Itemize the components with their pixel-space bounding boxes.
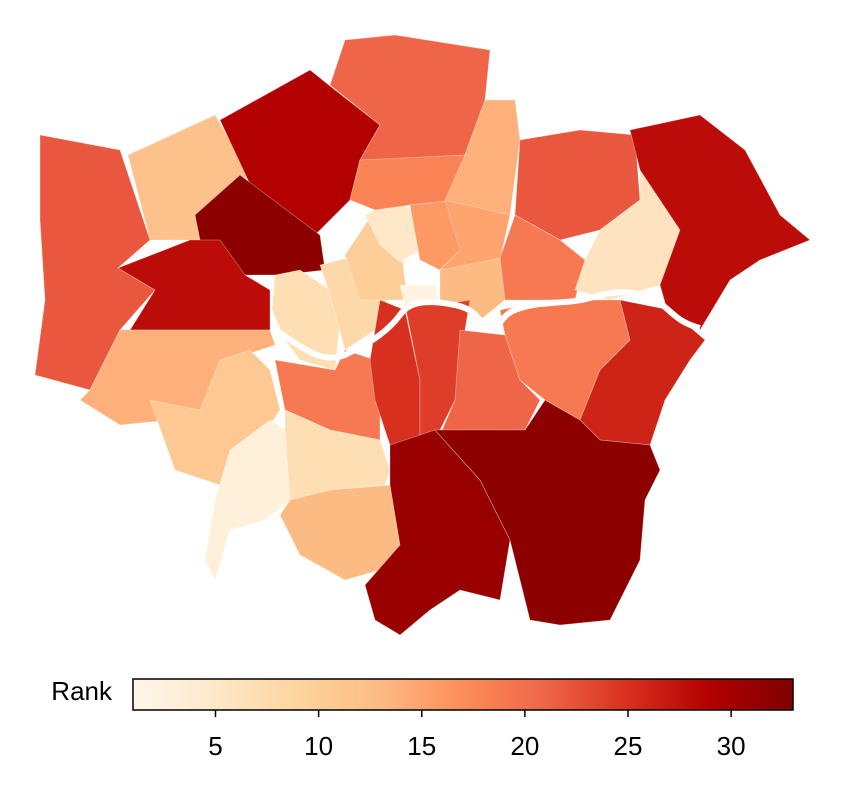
colorbar-tick-label: 15 bbox=[407, 731, 436, 761]
colorbar-tick-label: 5 bbox=[208, 731, 222, 761]
regions bbox=[34, 34, 811, 636]
colorbar-tick-label: 20 bbox=[510, 731, 539, 761]
colorbar-tick-label: 10 bbox=[304, 731, 333, 761]
region bbox=[629, 114, 811, 331]
colorbar: 5 10 15 20 25 30 bbox=[132, 678, 794, 761]
colorbar-tick-label: 25 bbox=[614, 731, 643, 761]
region bbox=[434, 399, 661, 626]
region bbox=[194, 174, 326, 276]
colorbar-tick-label: 30 bbox=[717, 731, 746, 761]
river bbox=[273, 289, 701, 361]
colorbar-gradient bbox=[132, 678, 794, 711]
region bbox=[204, 419, 291, 582]
region bbox=[117, 239, 271, 331]
region bbox=[284, 409, 391, 501]
colorbar-label: Rank bbox=[51, 676, 113, 706]
